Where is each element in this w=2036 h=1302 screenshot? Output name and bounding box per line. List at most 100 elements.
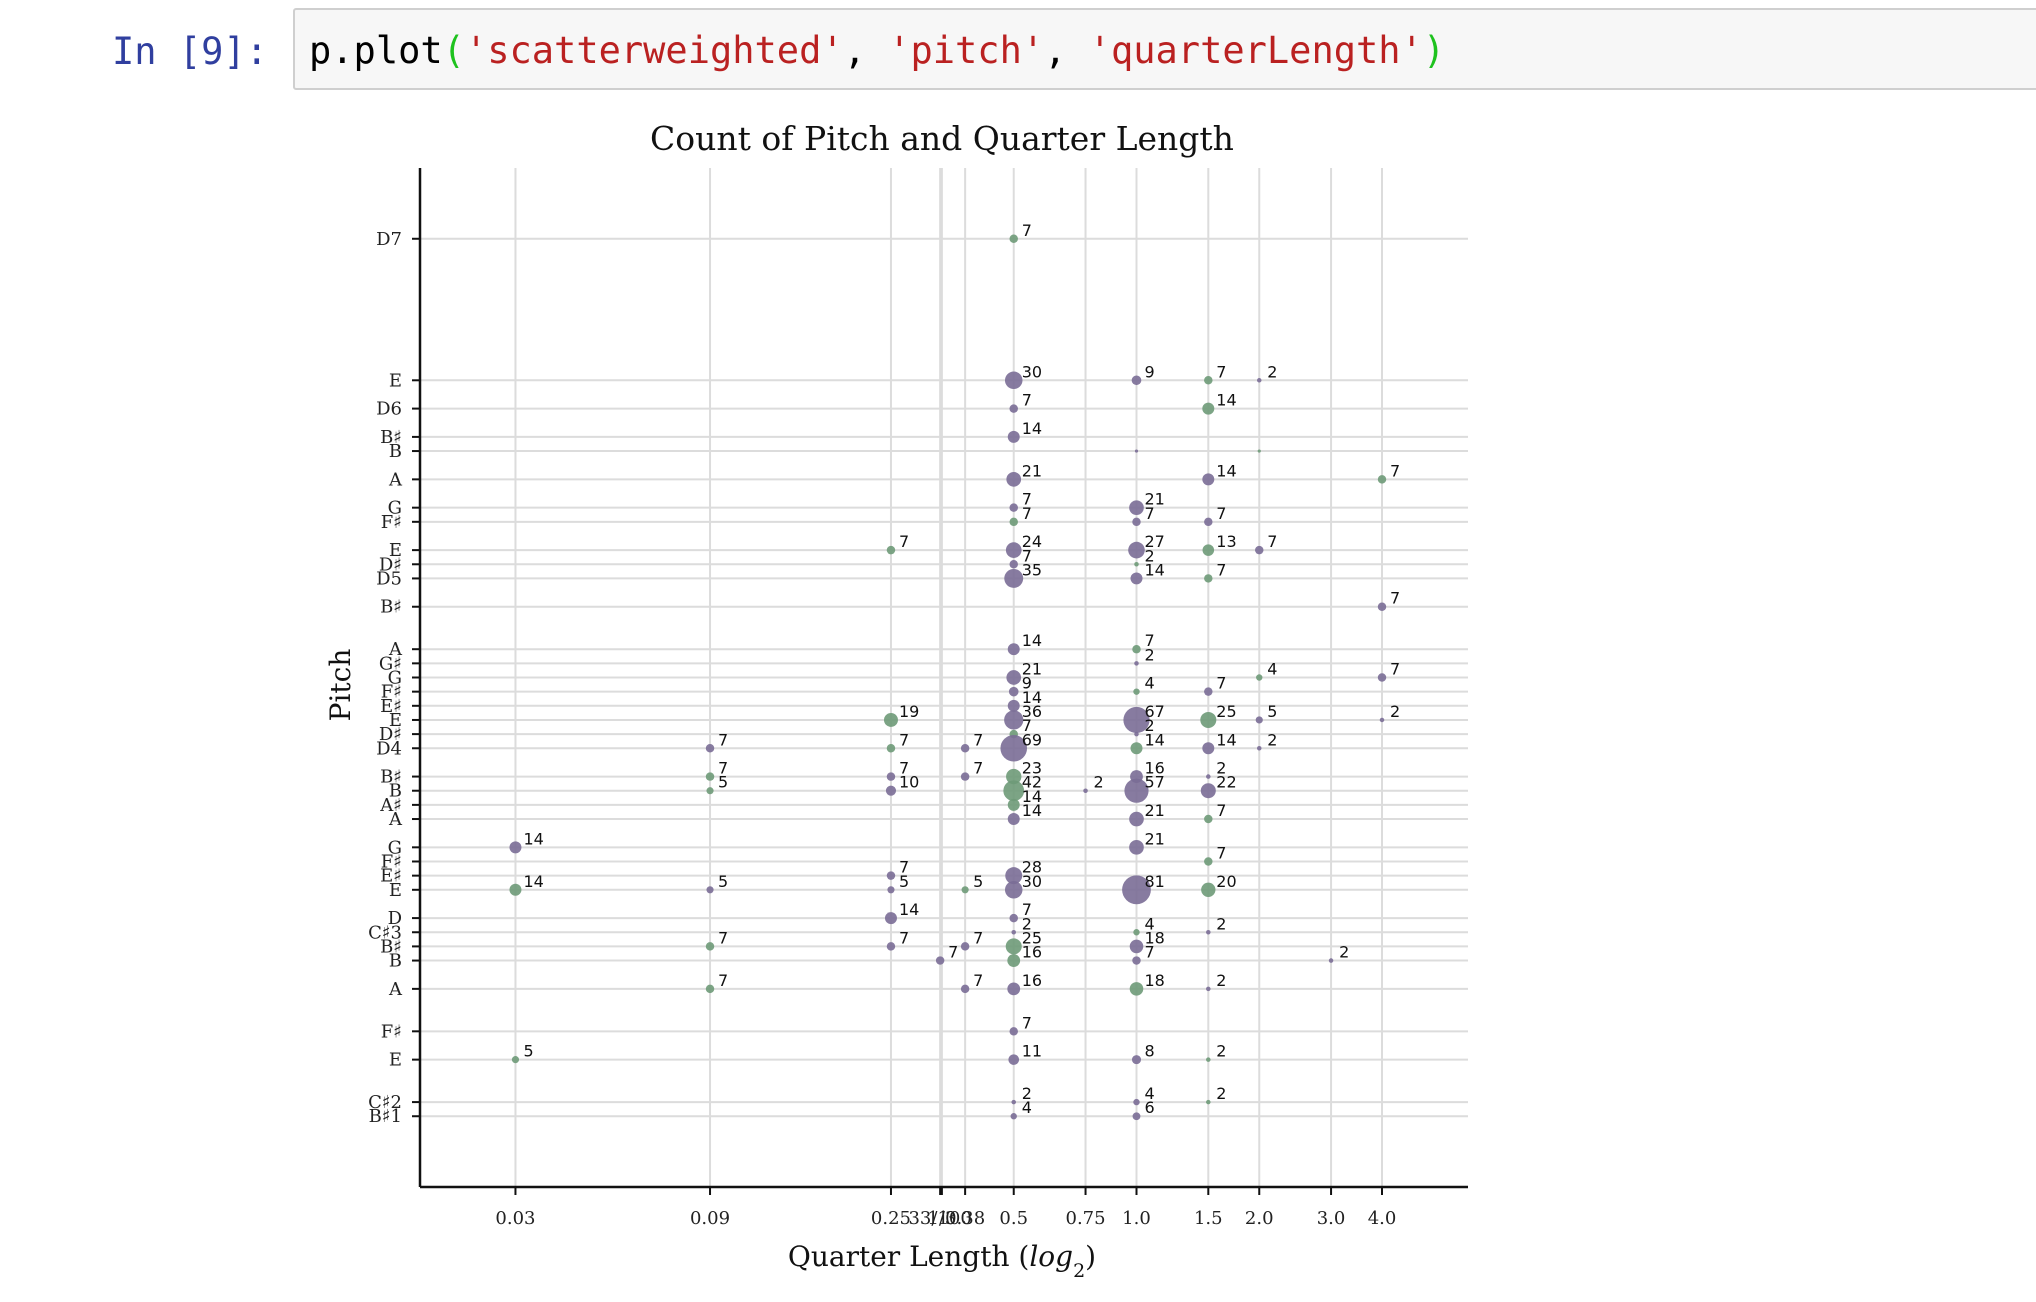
data-point (961, 886, 969, 894)
point-label: 25 (1022, 928, 1042, 947)
data-point (960, 942, 970, 951)
data-point (883, 712, 898, 727)
data-point (1011, 929, 1016, 935)
point-label: 2 (1216, 971, 1226, 990)
point-label: 7 (973, 928, 983, 947)
y-tick-label: B (389, 441, 402, 462)
point-label: 4 (1144, 674, 1154, 693)
y-tick-label: F♯ (381, 851, 402, 872)
point-label: 7 (1390, 660, 1400, 679)
point-label: 14 (1022, 787, 1042, 806)
point-label: 16 (1022, 971, 1042, 990)
point-label: 5 (718, 872, 728, 891)
point-label: 42 (1022, 773, 1042, 792)
data-point (1007, 954, 1021, 967)
data-point (1007, 430, 1020, 443)
data-point (1204, 814, 1213, 824)
point-label: 21 (1022, 461, 1042, 480)
point-label: 5 (1267, 702, 1277, 721)
x-tick-label: 4.0 (1368, 1208, 1397, 1229)
point-label: 2 (1022, 1084, 1032, 1103)
data-point (511, 1056, 520, 1064)
point-label: 7 (1390, 589, 1400, 608)
point-label: 7 (973, 759, 983, 778)
y-tick-label: B♯ (380, 597, 402, 618)
data-point (1204, 376, 1213, 385)
data-point (1009, 560, 1018, 569)
point-label: 2 (1022, 914, 1032, 933)
data-point (1123, 706, 1150, 734)
data-point (960, 744, 970, 753)
data-point (1128, 541, 1145, 559)
data-point (1328, 958, 1334, 963)
data-point (1006, 472, 1022, 487)
point-label: 16 (1144, 759, 1164, 778)
data-point (1009, 404, 1018, 413)
data-point (1255, 716, 1263, 724)
point-label: 14 (1022, 688, 1042, 707)
data-point (1004, 881, 1023, 899)
y-tick-label: E (389, 370, 402, 391)
data-point (1130, 572, 1143, 585)
point-label: 7 (1216, 560, 1226, 579)
y-tick-label: C♯3 (368, 922, 402, 943)
cell-prompt: In [9]: (112, 30, 268, 73)
point-label: 7 (1216, 843, 1226, 862)
point-label: 7 (718, 759, 728, 778)
y-tick-label: E (389, 880, 402, 901)
data-point (1200, 711, 1217, 728)
point-label: 2 (1216, 759, 1226, 778)
point-label: 22 (1216, 773, 1236, 792)
point-label: 19 (899, 702, 919, 721)
y-tick-label: G (388, 498, 402, 519)
data-point (1206, 986, 1211, 992)
point-label: 21 (1144, 829, 1164, 848)
point-label: 57 (1144, 773, 1164, 792)
point-label: 2 (1144, 546, 1154, 565)
x-tick-label: 1.0 (1122, 1208, 1151, 1229)
point-label: 5 (523, 1042, 533, 1061)
x-tick-label: 0.25 (871, 1208, 911, 1229)
code-cell-input[interactable]: p.plot('scatterweighted', 'pitch', 'quar… (293, 8, 2036, 90)
x-tick-label: 0.09 (690, 1208, 730, 1229)
data-point (1202, 473, 1215, 486)
data-point (1132, 517, 1141, 527)
point-label: 7 (1022, 900, 1032, 919)
data-point (1129, 500, 1144, 515)
point-label: 14 (899, 900, 919, 919)
point-label: 2 (1339, 943, 1349, 962)
data-point (705, 984, 715, 994)
gridlines (420, 168, 1468, 1187)
point-label: 7 (1144, 631, 1154, 650)
data-point (1377, 673, 1387, 682)
point-label: 7 (899, 730, 909, 749)
data-point (1129, 939, 1144, 954)
data-point (1202, 402, 1215, 415)
point-label: 69 (1022, 730, 1042, 749)
y-tick-label: A♯ (379, 795, 402, 816)
code-token: , (1044, 29, 1089, 72)
code-token: ( (442, 29, 465, 72)
point-label: 21 (1144, 490, 1164, 509)
point-label: 2 (1267, 362, 1277, 381)
data-point (1206, 774, 1211, 779)
data-point (1122, 875, 1151, 905)
data-point (886, 942, 896, 951)
data-point (1129, 840, 1144, 855)
data-point (1377, 602, 1387, 611)
point-label: 2 (1216, 1042, 1226, 1061)
data-point (1131, 1055, 1142, 1065)
x-tick-label: 1/3 (927, 1208, 956, 1229)
point-label: 7 (1216, 674, 1226, 693)
y-tick-label: B (389, 781, 402, 802)
point-label: 14 (1022, 419, 1042, 438)
point-label: 2 (1267, 730, 1277, 749)
point-label: 14 (1216, 391, 1236, 410)
data-point (1202, 742, 1215, 755)
data-point (1004, 371, 1023, 390)
point-label: 13 (1216, 532, 1236, 551)
data-point (1132, 644, 1141, 654)
y-tick-label: C♯2 (368, 1092, 402, 1113)
y-tick-label: D5 (376, 568, 402, 589)
